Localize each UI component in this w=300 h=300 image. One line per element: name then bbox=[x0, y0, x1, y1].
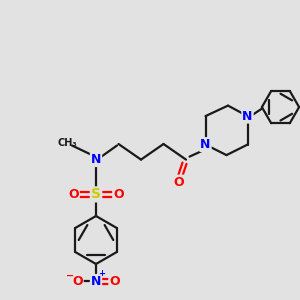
Text: O: O bbox=[173, 176, 184, 189]
Text: S: S bbox=[91, 188, 101, 201]
Text: CH₃: CH₃ bbox=[58, 137, 77, 148]
Text: N: N bbox=[242, 110, 253, 123]
Text: O: O bbox=[72, 275, 83, 288]
Text: O: O bbox=[109, 275, 120, 288]
Text: −: − bbox=[66, 271, 74, 281]
Text: O: O bbox=[113, 188, 124, 201]
Text: N: N bbox=[91, 153, 101, 166]
Text: +: + bbox=[98, 268, 105, 278]
Text: O: O bbox=[68, 188, 79, 201]
Text: N: N bbox=[91, 275, 101, 288]
Text: N: N bbox=[200, 138, 211, 151]
